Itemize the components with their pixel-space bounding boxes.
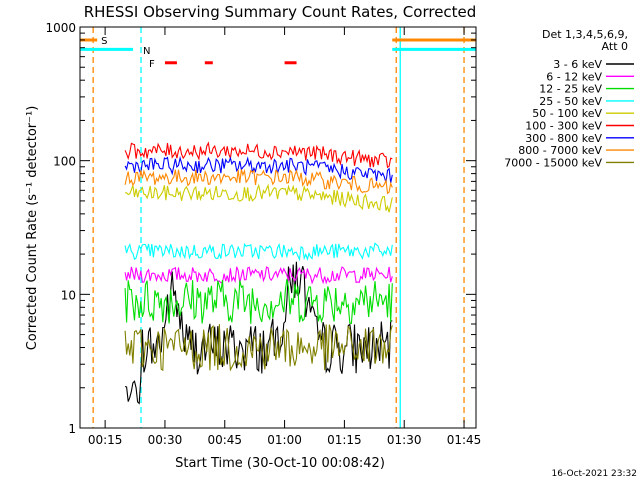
series-lines xyxy=(124,141,393,405)
legend-entry-4: 50 - 100 keV xyxy=(532,107,602,120)
x-tick-label-2: 00:45 xyxy=(207,433,242,447)
y-axis-label: Corrected Count Rate (s⁻¹ detector⁻¹) xyxy=(25,106,40,351)
legend-entry-8: 7000 - 15000 keV xyxy=(504,156,602,169)
annotation-label-s: S xyxy=(101,36,107,47)
series-line-1 xyxy=(124,266,393,285)
annotation-label-f: F xyxy=(149,59,155,70)
series-line-6 xyxy=(124,155,393,184)
x-tick-label-3: 01:00 xyxy=(267,433,302,447)
x-tick-label-5: 01:30 xyxy=(387,433,422,447)
x-axis-label: Start Time (30-Oct-10 00:08:42) xyxy=(175,456,385,471)
y-tick-label-0: 1 xyxy=(68,422,76,436)
legend-entry-2: 12 - 25 keV xyxy=(539,83,602,96)
legend-header-1: Att 0 xyxy=(602,40,628,53)
series-line-8 xyxy=(124,324,393,372)
series-line-5 xyxy=(124,141,393,169)
plot-area xyxy=(80,27,476,428)
y-tick-label-3: 1000 xyxy=(45,21,76,35)
y-tick-label-1: 10 xyxy=(61,288,76,302)
axes: 00:15 00:30 00:45 01:00 01:15 01:30 01:45 1 10 10… xyxy=(45,21,481,447)
annotation-label-n: N xyxy=(143,46,150,57)
y-tick-label-2: 100 xyxy=(53,155,76,169)
x-tick-label-0: 00:15 xyxy=(88,433,123,447)
x-tick-label-4: 01:15 xyxy=(327,433,362,447)
plot-frame xyxy=(79,26,477,429)
legend-entry-7: 800 - 7000 keV xyxy=(518,144,602,157)
legend-entry-5: 100 - 300 keV xyxy=(525,120,602,133)
chart-title: RHESSI Observing Summary Count Rates, Co… xyxy=(84,3,477,21)
series-line-7 xyxy=(124,168,393,195)
legend-entry-1: 6 - 12 keV xyxy=(546,70,602,83)
x-tick-label-1: 00:30 xyxy=(148,433,183,447)
legend-entry-0: 3 - 6 keV xyxy=(553,58,602,71)
series-line-4 xyxy=(125,183,393,213)
series-line-2 xyxy=(124,278,393,325)
x-tick-label-6: 01:45 xyxy=(447,433,482,447)
footer-date: 16-Oct-2021 23:32 xyxy=(552,469,637,479)
legend-entry-3: 25 - 50 keV xyxy=(539,95,602,108)
series-line-3 xyxy=(124,242,393,262)
legend-entry-6: 300 - 800 keV xyxy=(525,132,602,145)
legend-header-0: Det 1,3,4,5,6,9, xyxy=(542,28,628,41)
